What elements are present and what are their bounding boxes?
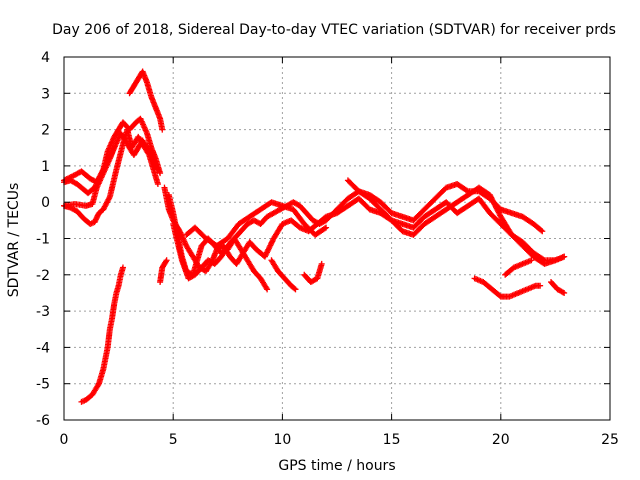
y-tick-label: 1 <box>41 159 50 175</box>
y-tick-label: -2 <box>36 268 50 284</box>
series-track-p <box>502 257 535 278</box>
x-tick-label: 10 <box>273 432 291 448</box>
x-tick-label: 20 <box>492 432 510 448</box>
data-point <box>321 225 328 232</box>
series-track-c <box>61 126 161 227</box>
data-point <box>538 227 545 234</box>
data-point <box>561 289 568 296</box>
series-track-o <box>471 275 544 300</box>
tick-labels: 0 5 10 15 20 25 -6 -5 -4 -3 -2 -1 0 1 2 3 4 <box>36 50 619 448</box>
y-tick-label: -1 <box>36 232 50 248</box>
y-axis-label: SDTVAR / TECUs <box>6 183 22 298</box>
data-point <box>162 258 169 265</box>
data-point <box>119 264 126 271</box>
series-track-g <box>157 257 170 286</box>
y-tick-label: 0 <box>41 195 50 211</box>
data-point <box>159 126 166 133</box>
x-tick-label: 0 <box>60 432 69 448</box>
chart-title: Day 206 of 2018, Sidereal Day-to-day VTE… <box>52 22 616 38</box>
data-point <box>318 260 325 267</box>
series-track-f <box>78 264 126 405</box>
data-point <box>539 228 546 235</box>
data-point <box>157 170 164 177</box>
series-track-l <box>301 260 325 286</box>
y-tick-label: 2 <box>41 123 50 139</box>
x-tick-label: 15 <box>383 432 401 448</box>
data-marks <box>61 68 568 405</box>
data-point <box>537 282 544 289</box>
data-point <box>292 286 299 293</box>
data-point <box>163 257 170 264</box>
data-point <box>561 253 568 260</box>
series-track-k <box>268 257 299 293</box>
x-axis-label: GPS time / hours <box>278 458 395 474</box>
series-track-j <box>170 220 271 293</box>
series-track-e <box>126 68 166 133</box>
y-tick-label: -5 <box>36 377 50 393</box>
y-tick-label: -3 <box>36 304 50 320</box>
series-track-q <box>548 279 568 296</box>
series-track-d <box>61 144 118 209</box>
data-point <box>528 257 535 264</box>
x-tick-label: 5 <box>169 432 178 448</box>
y-tick-label: 3 <box>41 86 50 102</box>
y-tick-label: 4 <box>41 50 50 66</box>
y-tick-label: -6 <box>36 413 50 429</box>
x-tick-label: 25 <box>601 432 619 448</box>
data-point <box>291 285 298 292</box>
series-track-m <box>183 199 330 249</box>
y-tick-label: -4 <box>36 340 50 356</box>
series-track-h <box>161 184 568 275</box>
data-point <box>323 224 330 231</box>
data-point <box>111 144 118 151</box>
data-point <box>264 286 271 293</box>
series-track-n <box>344 177 568 264</box>
data-point <box>154 181 161 188</box>
grid <box>64 57 610 420</box>
data-point <box>540 256 547 263</box>
data-point <box>559 289 566 296</box>
data-point <box>463 187 470 194</box>
